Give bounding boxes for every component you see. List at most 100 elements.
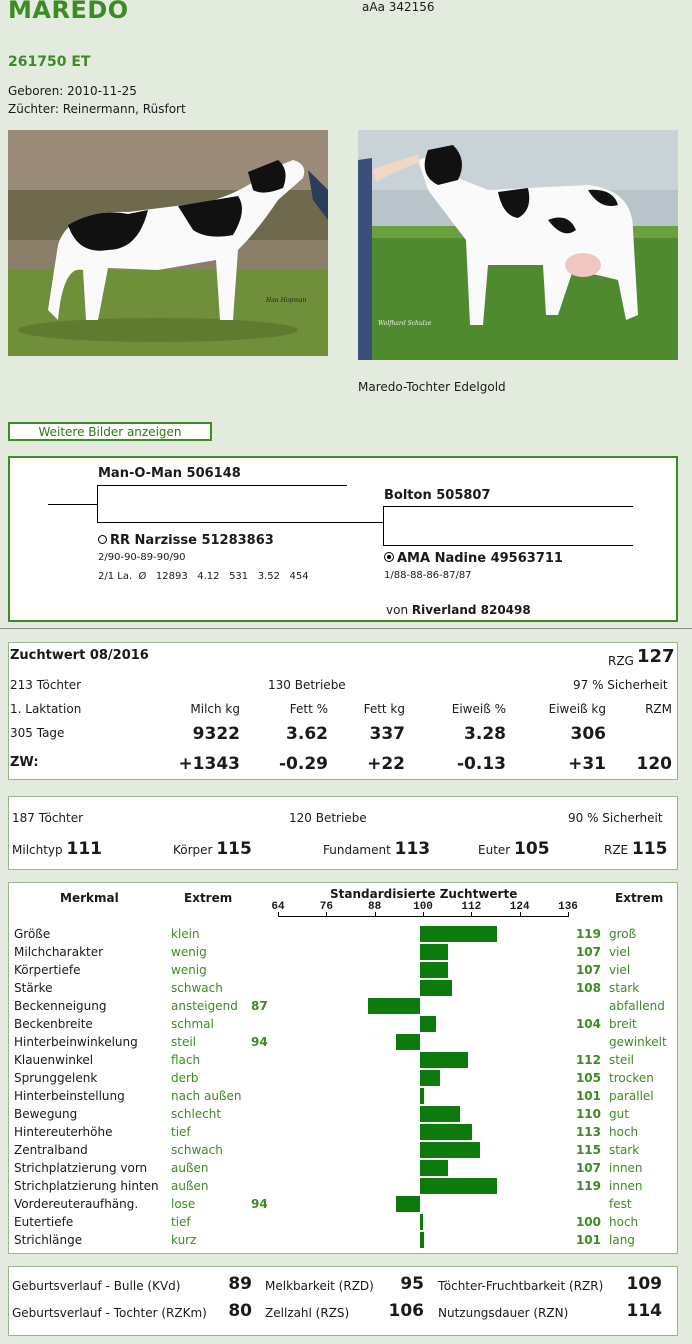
trait-row: Beckenneigung ansteigend 87 abfallend — [10, 998, 674, 1014]
maternal-grandsire[interactable]: Bolton 505807 — [384, 488, 491, 503]
header-milch-kg: Milch kg — [190, 702, 240, 716]
fkt-label-3: Geburtsverlauf - Tochter (RZKm) — [12, 1306, 207, 1320]
trait-high-extreme: trocken — [605, 1070, 674, 1086]
trait-bar — [395, 1034, 420, 1050]
trait-low-value — [247, 1052, 275, 1068]
ext-milchtyp: Milchtyp 111 — [12, 839, 102, 859]
ext-koerper-value: 115 — [216, 839, 252, 859]
row2-fett-pct: -0.29 — [279, 754, 328, 774]
ext-rze-label: RZE — [604, 843, 629, 857]
trait-bar-cell — [275, 1142, 565, 1158]
trait-high-value: 119 — [565, 1178, 605, 1194]
birth-date: Geboren: 2010-11-25 — [8, 84, 137, 98]
fkt-value-5: 114 — [626, 1301, 663, 1321]
trait-name: Sprunggelenk — [10, 1070, 167, 1086]
trait-bar — [420, 1142, 481, 1158]
bull-photo[interactable]: Han Hopman — [8, 130, 328, 356]
row2-rzm: 120 — [636, 754, 673, 774]
trait-row: Größe klein 119 groß — [10, 926, 674, 942]
trait-high-value: 104 — [565, 1016, 605, 1032]
trait-low-value: 94 — [247, 1196, 275, 1212]
ext-milchtyp-label: Milchtyp — [12, 843, 63, 857]
trait-row: Hintereuterhöhe tief 113 hoch — [10, 1124, 674, 1140]
daughter-photo[interactable]: Wolfhard Schulze — [358, 130, 678, 360]
trait-high-extreme: steil — [605, 1052, 674, 1068]
trait-bar — [420, 1232, 425, 1248]
trait-high-value: 107 — [565, 1160, 605, 1176]
trait-low-extreme: ansteigend — [167, 998, 247, 1014]
trait-bar-cell — [275, 1214, 565, 1230]
trait-high-value: 105 — [565, 1070, 605, 1086]
trait-low-extreme: klein — [167, 926, 247, 942]
sire-name[interactable]: Man-O-Man 506148 — [98, 466, 241, 481]
granddam-sire-name[interactable]: Riverland 820498 — [411, 603, 531, 617]
trait-bar-cell — [275, 980, 565, 996]
zw-betriebe: 130 Betriebe — [268, 678, 346, 692]
scale-tick-label: 100 — [413, 901, 433, 913]
ext-euter-label: Euter — [478, 843, 511, 857]
trait-bar-cell — [275, 1016, 565, 1032]
trait-low-value — [247, 962, 275, 978]
more-images-button[interactable]: Weitere Bilder anzeigen — [8, 422, 212, 441]
trait-row: Bewegung schlecht 110 gut — [10, 1106, 674, 1122]
dot-circle-icon — [384, 552, 394, 562]
trait-low-extreme: schlecht — [167, 1106, 247, 1122]
trait-bar-cell — [275, 998, 565, 1014]
ext-toechter: 187 Töchter — [12, 811, 84, 825]
trait-bar-cell — [275, 1106, 565, 1122]
trait-bar — [420, 1214, 423, 1230]
trait-bar — [420, 962, 449, 978]
trait-high-extreme: breit — [605, 1016, 674, 1032]
row2-eiweiss-pct: -0.13 — [457, 754, 506, 774]
pedigree-box — [8, 456, 678, 622]
trait-bar — [420, 1070, 441, 1086]
trait-high-extreme: viel — [605, 962, 674, 978]
trait-high-value: 107 — [565, 944, 605, 960]
trait-name: Körpertiefe — [10, 962, 167, 978]
trait-row: Milchcharakter wenig 107 viel — [10, 944, 674, 960]
rzg-label: RZG — [608, 654, 634, 668]
trait-row: Körpertiefe wenig 107 viel — [10, 962, 674, 978]
trait-bar-cell — [275, 1160, 565, 1176]
trait-low-value — [247, 926, 275, 942]
trait-name: Strichplatzierung hinten — [10, 1178, 167, 1194]
trait-high-extreme: fest — [605, 1196, 674, 1212]
trait-high-extreme: innen — [605, 1178, 674, 1194]
ext-betriebe: 120 Betriebe — [289, 811, 367, 825]
trait-name: Größe — [10, 926, 167, 942]
trait-low-extreme: tief — [167, 1214, 247, 1230]
granddam-label: AMA Nadine 49563711 — [397, 551, 563, 566]
fkt-label-5: Nutzungsdauer (RZN) — [438, 1306, 569, 1320]
col-std: Standardisierte Zuchtwerte — [330, 887, 518, 901]
trait-row: Sprunggelenk derb 105 trocken — [10, 1070, 674, 1086]
trait-bar — [420, 1160, 449, 1176]
row1-eiweiss-pct: 3.28 — [464, 724, 506, 744]
trait-bar-cell — [275, 1124, 565, 1140]
header-eiweiss-kg: Eiweiß kg — [548, 702, 606, 716]
row2-milch-kg: +1343 — [178, 754, 240, 774]
fkt-value-2: 109 — [626, 1274, 663, 1294]
zuchtwert-title: Zuchtwert 08/2016 — [10, 648, 149, 663]
maternal-granddam[interactable]: AMA Nadine 49563711 — [384, 551, 563, 566]
zw-toechter: 213 Töchter — [10, 678, 82, 692]
row1-milch-kg: 9322 — [192, 724, 240, 744]
granddam-sire: von Riverland 820498 — [386, 603, 531, 617]
scale-ticks: 64 76 88 100 112 124 136 — [271, 900, 578, 920]
trait-high-value: 112 — [565, 1052, 605, 1068]
trait-low-value — [247, 1070, 275, 1086]
trait-name: Bewegung — [10, 1106, 167, 1122]
trait-high-extreme: hoch — [605, 1124, 674, 1140]
dam-classification: 2/90-90-89-90/90 — [98, 552, 186, 563]
trait-high-extreme: lang — [605, 1232, 674, 1248]
ext-euter: Euter 105 — [478, 839, 550, 859]
trait-low-value — [247, 1142, 275, 1158]
header-fett-kg: Fett kg — [363, 702, 405, 716]
ext-koerper: Körper 115 — [173, 839, 252, 859]
dam-label: RR Narzisse 51283863 — [110, 533, 274, 548]
scale-tick-mark — [423, 912, 424, 917]
trait-high-extreme: innen — [605, 1160, 674, 1176]
zw-sicherheit: 97 % Sicherheit — [573, 678, 668, 692]
fkt-value-0: 89 — [228, 1274, 252, 1294]
header-rzm: RZM — [645, 702, 672, 716]
dam-name[interactable]: RR Narzisse 51283863 — [98, 533, 274, 548]
